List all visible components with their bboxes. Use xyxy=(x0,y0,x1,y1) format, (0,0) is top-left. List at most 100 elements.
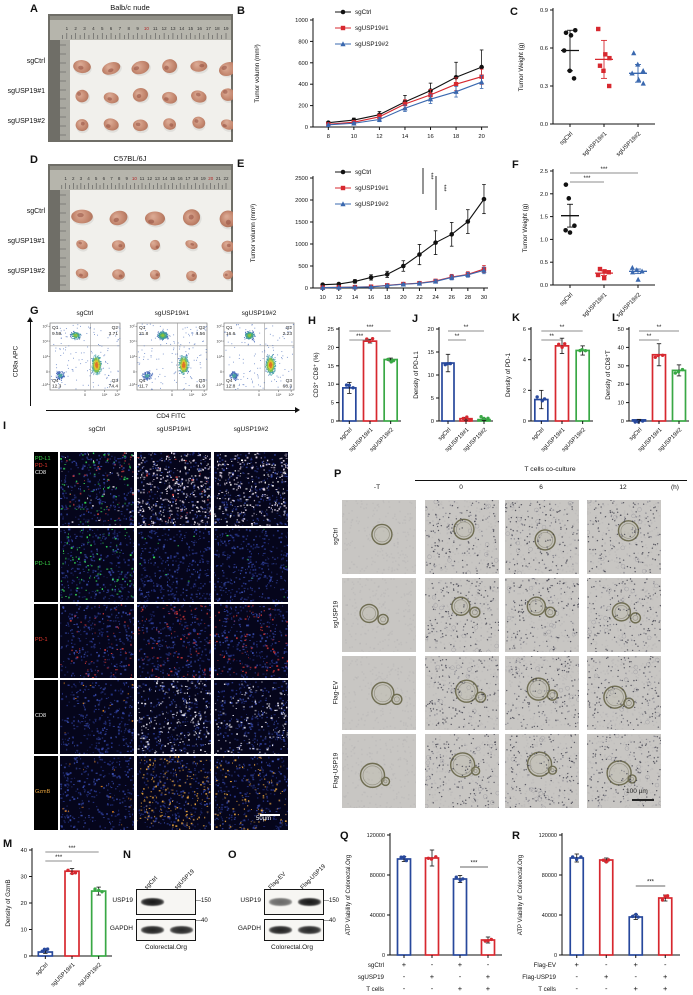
svg-text:***: *** xyxy=(427,172,433,180)
svg-text:sgUSP19#1: sgUSP19#1 xyxy=(355,25,389,32)
flow-plot-sgUSP19#2 xyxy=(208,320,296,402)
antibody-label-USP19: USP19 xyxy=(112,897,133,904)
mw-marker-150: —150 xyxy=(323,898,340,904)
if-image xyxy=(60,680,134,754)
organoid-image xyxy=(342,656,416,730)
flow-x-axis-arrow xyxy=(46,410,296,411)
flow-title-sgCtrl: sgCtrl xyxy=(76,310,94,317)
if-row-label: GzmB xyxy=(34,756,58,830)
svg-text:-: - xyxy=(576,984,579,993)
blot-caption: Colorectal.Org xyxy=(271,944,313,951)
svg-text:sgUSP19#1: sgUSP19#1 xyxy=(50,962,76,988)
panel-B-letter: B xyxy=(237,5,245,17)
organoid-row-label-Flag-USP19: Flag-USP19 xyxy=(332,752,340,789)
panel-I-letter: I xyxy=(3,420,7,432)
svg-text:0.3: 0.3 xyxy=(540,84,548,90)
tumor-photo xyxy=(48,164,233,292)
svg-text:800: 800 xyxy=(298,39,308,45)
svg-text:Density of PD-L1: Density of PD-L1 xyxy=(413,351,420,399)
svg-text:0: 0 xyxy=(382,953,385,959)
svg-text:20: 20 xyxy=(428,327,434,333)
row-label-sgUSP19#1: sgUSP19#1 xyxy=(7,88,45,95)
svg-text:**: ** xyxy=(560,325,565,331)
svg-text:sgUSP19#2: sgUSP19#2 xyxy=(77,962,103,988)
organoid-image xyxy=(505,500,579,574)
svg-text:18: 18 xyxy=(384,295,390,301)
organoid-image xyxy=(587,656,661,730)
if-marker-label-PD-1: PD-1 xyxy=(35,463,48,469)
if-row-label: CD8 xyxy=(34,680,58,754)
panel-N-letter: N xyxy=(123,849,131,861)
svg-text:ATP Viability of Colorectal.Or: ATP Viability of Colorectal.Org xyxy=(518,855,524,935)
flow-plot-sgCtrl xyxy=(34,320,122,402)
svg-text:***: *** xyxy=(470,861,478,867)
svg-text:10: 10 xyxy=(428,373,434,379)
svg-text:30: 30 xyxy=(21,875,27,881)
flow-y-axis-label: CD8a APC xyxy=(12,345,20,378)
if-col-header-sgUSP19#1: sgUSP19#1 xyxy=(156,426,192,433)
svg-text:15: 15 xyxy=(428,350,434,356)
if-row-label: PD-L1 PD-1 CD8 xyxy=(34,452,58,526)
svg-text:**: ** xyxy=(647,334,652,340)
panel-C: C 0.0 0.3 0.6 0.9 Tumor Weight (g) sgCtrl sgUS… xyxy=(505,0,693,158)
panel-J: J 0 5 10 15 20 Density of PD-L1 sgCtrl sgUSP19#… xyxy=(405,305,497,453)
svg-text:16: 16 xyxy=(427,134,433,140)
panel-O-letter: O xyxy=(228,849,237,861)
panel-E: E 0 500 1000 1500 2000 2500 Tumor volumn (mm³)… xyxy=(233,150,505,312)
svg-text:26: 26 xyxy=(448,295,454,301)
svg-text:40000: 40000 xyxy=(370,913,385,919)
svg-text:Tumor Weight (g): Tumor Weight (g) xyxy=(518,43,525,92)
svg-text:0.9: 0.9 xyxy=(540,8,548,14)
panel-A-letter: A xyxy=(30,3,38,15)
svg-text:**: ** xyxy=(455,334,460,340)
svg-text:25: 25 xyxy=(328,327,334,333)
svg-text:0: 0 xyxy=(621,419,624,425)
if-marker-label-CD8: CD8 xyxy=(35,713,47,719)
if-marker-label-PD-L1: PD-L1 xyxy=(35,456,51,462)
svg-text:***: *** xyxy=(366,325,374,331)
panel-F-letter: F xyxy=(512,159,519,171)
svg-text:0.6: 0.6 xyxy=(540,46,548,52)
svg-text:Tumor volumn (mm³): Tumor volumn (mm³) xyxy=(254,44,261,103)
svg-text:sgCtrl: sgCtrl xyxy=(368,962,384,969)
if-scale-bar-label: 50µm xyxy=(256,816,272,822)
co-culture-col--T: -T xyxy=(373,484,381,491)
panel-P-letter: P xyxy=(334,468,342,480)
organoid-image xyxy=(505,734,579,808)
svg-text:Density of CD8⁺T: Density of CD8⁺T xyxy=(605,350,612,400)
svg-text:Flag-USP19: Flag-USP19 xyxy=(522,974,556,981)
svg-text:120000: 120000 xyxy=(539,833,557,839)
svg-text:18: 18 xyxy=(453,134,459,140)
svg-text:80000: 80000 xyxy=(542,873,557,879)
svg-text:16: 16 xyxy=(368,295,374,301)
panel-L: L 0 10 20 30 40 50 Density of CD8⁺T sgCtrl sgUSP… xyxy=(597,305,693,453)
if-image xyxy=(60,756,134,830)
svg-text:***: *** xyxy=(600,167,608,173)
protein-band xyxy=(269,898,293,906)
svg-text:120000: 120000 xyxy=(367,833,385,839)
row-label-sgUSP19#2: sgUSP19#2 xyxy=(7,268,45,275)
svg-text:sgUSP19#2: sgUSP19#2 xyxy=(355,201,389,208)
panel-H: H 0 5 10 15 20 25 CD3⁺ CD8⁺ (%) sgCtrl sgUSP19#1… xyxy=(305,305,405,453)
organoid-row-label-sgCtrl: sgCtrl xyxy=(332,528,340,545)
panel-D-letter: D xyxy=(30,154,38,166)
row-label-sgCtrl: sgCtrl xyxy=(26,58,45,65)
svg-text:-: - xyxy=(431,960,434,969)
flow-title-sgUSP19#1: sgUSP19#1 xyxy=(154,310,190,317)
svg-text:14: 14 xyxy=(402,134,409,140)
if-image xyxy=(137,604,211,678)
svg-text:0.5: 0.5 xyxy=(540,260,548,266)
if-marker-label-PD-1: PD-1 xyxy=(35,637,48,643)
svg-text:Tumor Weight (g): Tumor Weight (g) xyxy=(522,204,529,253)
scale-bar-line xyxy=(632,799,654,801)
panel-L-letter: L xyxy=(612,312,619,324)
panel-G-letter: G xyxy=(30,305,39,317)
if-row-label: PD-1 xyxy=(34,604,58,678)
organoid-image xyxy=(587,734,661,808)
panel-E-letter: E xyxy=(237,158,245,170)
svg-text:12: 12 xyxy=(336,295,342,301)
svg-text:30: 30 xyxy=(618,364,624,370)
protein-band xyxy=(298,926,322,934)
svg-text:**: ** xyxy=(464,325,469,331)
if-image xyxy=(214,680,288,754)
